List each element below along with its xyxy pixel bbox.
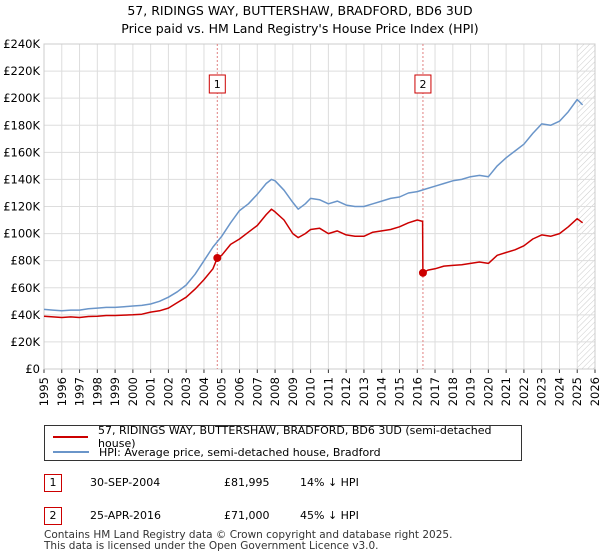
x-tick-label: 2004: [197, 377, 211, 406]
sale-row: 1 30-SEP-2004 £81,995 14% ↓ HPI: [44, 474, 464, 494]
y-tick-label: £160K: [3, 145, 40, 159]
sale-row: 2 25-APR-2016 £71,000 45% ↓ HPI: [44, 507, 464, 527]
sale-price: £81,995: [224, 476, 270, 489]
x-tick-label: 2018: [446, 377, 460, 406]
sale-price: £71,000: [224, 509, 270, 522]
footer-line-1: Contains HM Land Registry data © Crown c…: [44, 529, 453, 541]
legend-label-hpi: HPI: Average price, semi-detached house,…: [99, 445, 381, 459]
y-tick-label: £80K: [11, 254, 41, 268]
sale-hpi-diff: 14% ↓ HPI: [300, 476, 359, 489]
x-tick-label: 2021: [499, 377, 513, 406]
x-tick-label: 2024: [552, 377, 566, 406]
x-tick-label: 2011: [321, 377, 335, 406]
y-tick-label: £100K: [3, 227, 40, 241]
x-tick-label: 2002: [161, 377, 175, 406]
legend-item-hpi: HPI: Average price, semi-detached house,…: [53, 445, 381, 459]
plot-frame: [43, 43, 596, 370]
x-tick-label: 1995: [37, 377, 51, 406]
x-tick-label: 2005: [215, 377, 229, 406]
title-line-2: Price paid vs. HM Land Registry's House …: [121, 21, 479, 36]
legend-swatch-property: [53, 436, 89, 438]
sale-date: 25-APR-2016: [90, 509, 162, 522]
sale-badge-label: 2: [419, 78, 426, 91]
hpi-line: [43, 98, 584, 312]
y-tick-label: £200K: [3, 91, 40, 105]
x-tick-label: 2025: [570, 377, 584, 406]
y-tick-label: £0: [25, 362, 40, 376]
y-tick-label: £140K: [3, 172, 40, 186]
x-tick-label: 2008: [268, 377, 282, 406]
y-tick-label: £60K: [11, 281, 41, 295]
x-tick-label: 2013: [357, 377, 371, 406]
sale-badge-box: [208, 74, 226, 94]
x-tick-label: 2026: [588, 377, 600, 406]
y-tick-label: £120K: [3, 200, 40, 214]
x-tick-label: 2016: [410, 377, 424, 406]
legend-item-property: 57, RIDINGS WAY, BUTTERSHAW, BRADFORD, B…: [53, 424, 521, 450]
sale-hpi-diff: 45% ↓ HPI: [300, 509, 359, 522]
y-tick-label: £220K: [3, 64, 40, 78]
chart-legend: 57, RIDINGS WAY, BUTTERSHAW, BRADFORD, B…: [44, 424, 522, 461]
x-tick-label: 1999: [108, 377, 122, 406]
x-tick-label: 2015: [392, 377, 406, 406]
x-tick-label: 2014: [375, 377, 389, 406]
sale-badge-box: [414, 74, 432, 94]
price-chart: £0 £20K £40K £60K £80K £100K £120K £140K £160K £1…: [3, 37, 600, 406]
legend-label-property: 57, RIDINGS WAY, BUTTERSHAW, BRADFORD, B…: [98, 424, 492, 450]
sale-badge-label: 1: [214, 78, 221, 91]
x-tick-label: 2000: [126, 377, 140, 406]
sale-point: [418, 268, 427, 277]
x-tick-label: 1997: [73, 377, 87, 406]
x-tick-label: 2007: [250, 377, 264, 406]
chart-title: 57, RIDINGS WAY, BUTTERSHAW, BRADFORD, B…: [0, 2, 600, 38]
x-tick-label: 2017: [428, 377, 442, 406]
y-tick-label: £20K: [11, 335, 41, 349]
x-tick-label: 2009: [286, 377, 300, 406]
footer-attribution: Contains HM Land Registry data © Crown c…: [44, 530, 452, 552]
x-tick-label: 2023: [535, 377, 549, 406]
sale-badge: 1: [44, 474, 62, 492]
x-tick-label: 2010: [304, 377, 318, 406]
x-tick-label: 2003: [179, 377, 193, 406]
sale-date: 30-SEP-2004: [90, 476, 161, 489]
y-tick-label: £240K: [3, 37, 40, 51]
x-tick-label: 2020: [481, 377, 495, 406]
sale-badge: 2: [44, 507, 62, 525]
x-tick-label: 2001: [144, 377, 158, 406]
title-line-1: 57, RIDINGS WAY, BUTTERSHAW, BRADFORD, B…: [127, 3, 473, 18]
x-tick-label: 1998: [90, 377, 104, 406]
x-tick-label: 2012: [339, 377, 353, 406]
legend-swatch-hpi: [53, 451, 89, 453]
x-tick-label: 2019: [464, 377, 478, 406]
x-tick-label: 1996: [55, 377, 69, 406]
x-tick-label: 2006: [233, 377, 247, 406]
y-tick-label: £180K: [3, 118, 40, 132]
property-price-line: [43, 208, 584, 319]
footer-line-2: This data is licensed under the Open Gov…: [44, 540, 379, 552]
x-tick-label: 2022: [517, 377, 531, 406]
sale-point: [213, 253, 222, 262]
y-tick-label: £40K: [11, 308, 41, 322]
